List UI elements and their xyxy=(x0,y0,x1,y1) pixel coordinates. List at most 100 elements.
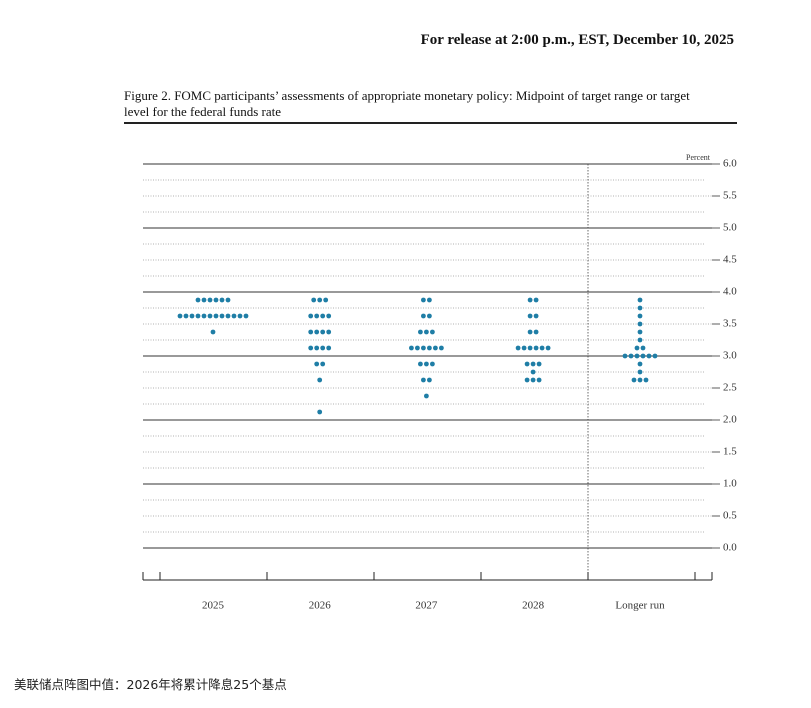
dot xyxy=(213,313,219,319)
dot xyxy=(643,377,649,383)
dot xyxy=(189,313,195,319)
dot xyxy=(427,297,432,303)
dot xyxy=(427,345,432,351)
dot xyxy=(421,313,426,319)
dot xyxy=(243,313,249,319)
y-tick-label: 5.5 xyxy=(723,190,737,202)
x-tick-label: 2028 xyxy=(522,600,545,612)
dot xyxy=(530,377,536,383)
dot xyxy=(213,297,219,303)
dot xyxy=(524,377,530,383)
dot xyxy=(637,297,643,303)
dot xyxy=(427,313,432,319)
dot xyxy=(418,329,423,335)
y-tick-label: 2.0 xyxy=(723,414,737,426)
dot xyxy=(225,297,231,303)
dot xyxy=(317,409,323,415)
dot xyxy=(640,353,646,359)
dot xyxy=(536,377,542,383)
dot xyxy=(424,361,429,367)
dot xyxy=(326,329,332,335)
dot xyxy=(314,345,320,351)
dot xyxy=(314,329,320,335)
dot xyxy=(637,321,643,327)
y-tick-label: 4.0 xyxy=(723,286,737,298)
dot xyxy=(421,345,426,351)
dot xyxy=(637,361,643,367)
chart-title: Figure 2. FOMC participants’ assessments… xyxy=(124,88,690,119)
dot xyxy=(326,313,332,319)
dot xyxy=(308,345,314,351)
y-tick-label: 0.0 xyxy=(723,542,737,554)
dot xyxy=(527,297,533,303)
x-tick-label: Longer run xyxy=(615,600,665,612)
dot xyxy=(527,345,533,351)
dot xyxy=(231,313,237,319)
dot xyxy=(308,329,314,335)
dot xyxy=(631,377,637,383)
dot xyxy=(314,313,320,319)
dot xyxy=(433,345,438,351)
dot xyxy=(439,345,444,351)
dot xyxy=(195,297,201,303)
dot xyxy=(637,313,643,319)
y-tick-label: 1.5 xyxy=(723,446,737,458)
dot xyxy=(545,345,551,351)
title-rule xyxy=(124,122,737,124)
dot xyxy=(646,353,652,359)
y-tick-label: 5.0 xyxy=(723,222,737,234)
dot xyxy=(637,377,643,383)
dot xyxy=(430,329,435,335)
dot xyxy=(634,345,640,351)
dot xyxy=(637,329,643,335)
dot xyxy=(536,361,542,367)
dot xyxy=(317,377,323,383)
y-tick-label: 2.5 xyxy=(723,382,737,394)
dot xyxy=(427,377,432,383)
dot xyxy=(421,297,426,303)
dot xyxy=(527,329,533,335)
dot xyxy=(311,297,317,303)
dot xyxy=(314,361,320,367)
dot xyxy=(430,361,435,367)
x-tick-label: 2026 xyxy=(309,600,332,612)
x-tick-label: 2027 xyxy=(415,600,438,612)
dot xyxy=(524,361,530,367)
dot xyxy=(219,313,225,319)
dot xyxy=(539,345,545,351)
dot xyxy=(237,313,243,319)
dot xyxy=(320,329,326,335)
dot xyxy=(640,345,646,351)
dot xyxy=(637,337,643,343)
dot xyxy=(415,345,420,351)
caption: 美联储点阵图中值：2026年将累计降息25个基点 xyxy=(14,677,287,692)
dot xyxy=(527,313,533,319)
dot xyxy=(652,353,658,359)
dot xyxy=(210,329,216,335)
dot xyxy=(201,313,207,319)
y-tick-label: 4.5 xyxy=(723,254,737,266)
y-tick-label: 3.5 xyxy=(723,318,737,330)
dot xyxy=(421,377,426,383)
dot xyxy=(177,313,183,319)
dot xyxy=(533,345,539,351)
dot xyxy=(533,297,539,303)
dot xyxy=(323,297,329,303)
dot xyxy=(308,313,314,319)
dot xyxy=(320,313,326,319)
dot xyxy=(533,313,539,319)
dot xyxy=(207,313,213,319)
y-tick-label: 6.0 xyxy=(723,158,737,170)
dot xyxy=(195,313,201,319)
dot xyxy=(424,329,429,335)
dot xyxy=(637,305,643,311)
dot xyxy=(533,329,539,335)
dot xyxy=(622,353,628,359)
dot xyxy=(521,345,527,351)
dot xyxy=(418,361,423,367)
dot xyxy=(530,361,536,367)
dot xyxy=(317,297,323,303)
dot xyxy=(530,369,536,375)
